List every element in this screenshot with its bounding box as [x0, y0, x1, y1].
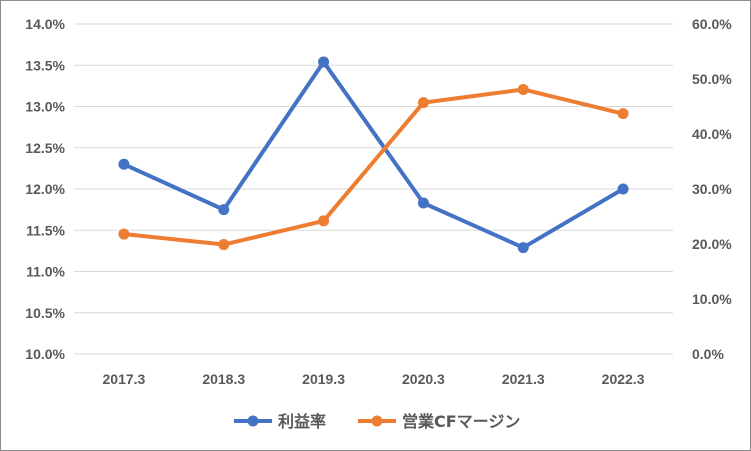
data-point — [517, 242, 529, 254]
data-point — [417, 197, 429, 209]
series-lines — [121, 59, 626, 250]
left-tick-label: 13.5% — [25, 57, 65, 73]
left-tick-label: 11.5% — [26, 222, 65, 238]
x-tick-label: 2018.3 — [202, 371, 245, 387]
data-point — [318, 56, 330, 68]
x-tick-label: 2019.3 — [302, 371, 345, 387]
left-tick-label: 10.0% — [25, 346, 65, 362]
x-tick-label: 2021.3 — [502, 371, 545, 387]
series-line-2 — [121, 87, 626, 247]
right-tick-label: 40.0% — [692, 126, 732, 142]
legend: 利益率 営業CFマージン — [234, 412, 520, 431]
right-tick-label: 60.0% — [692, 16, 732, 32]
data-point — [617, 108, 629, 120]
series-line-1 — [121, 59, 626, 250]
left-axis-ticks: 10.0% 10.5% 11.0% 11.5% 12.0% 12.5% 13.0% 13.5%… — [25, 16, 65, 362]
x-tick-label: 2017.3 — [103, 371, 146, 387]
data-point — [118, 158, 130, 170]
series-points — [118, 56, 629, 254]
right-tick-label: 0.0% — [692, 346, 724, 362]
right-tick-label: 10.0% — [692, 291, 732, 307]
legend-marker-1 — [247, 415, 259, 427]
x-tick-label: 2022.3 — [602, 371, 645, 387]
data-point — [118, 228, 130, 240]
right-axis-ticks: 0.0% 10.0% 20.0% 30.0% 40.0% 50.0% 60.0% — [692, 16, 732, 362]
x-axis-ticks: 2017.3 2018.3 2019.3 2020.3 2021.3 2022.3 — [103, 371, 645, 387]
data-point — [617, 183, 629, 195]
gridlines — [74, 23, 673, 355]
data-point — [218, 204, 230, 216]
left-tick-label: 12.5% — [25, 140, 65, 156]
left-tick-label: 12.0% — [25, 181, 65, 197]
data-point — [318, 215, 330, 227]
right-tick-label: 50.0% — [692, 71, 732, 87]
left-tick-label: 10.5% — [25, 305, 65, 321]
data-point — [517, 83, 529, 95]
left-tick-label: 14.0% — [25, 16, 65, 32]
right-tick-label: 20.0% — [692, 236, 732, 252]
data-point — [417, 97, 429, 109]
right-tick-label: 30.0% — [692, 181, 732, 197]
legend-label-1: 利益率 — [278, 412, 326, 431]
x-tick-label: 2020.3 — [402, 371, 445, 387]
left-tick-label: 11.0% — [26, 264, 65, 280]
legend-marker-2 — [371, 415, 383, 427]
legend-label-2: 営業CFマージン — [402, 412, 520, 431]
left-tick-label: 13.0% — [25, 99, 65, 115]
data-point — [218, 239, 230, 251]
